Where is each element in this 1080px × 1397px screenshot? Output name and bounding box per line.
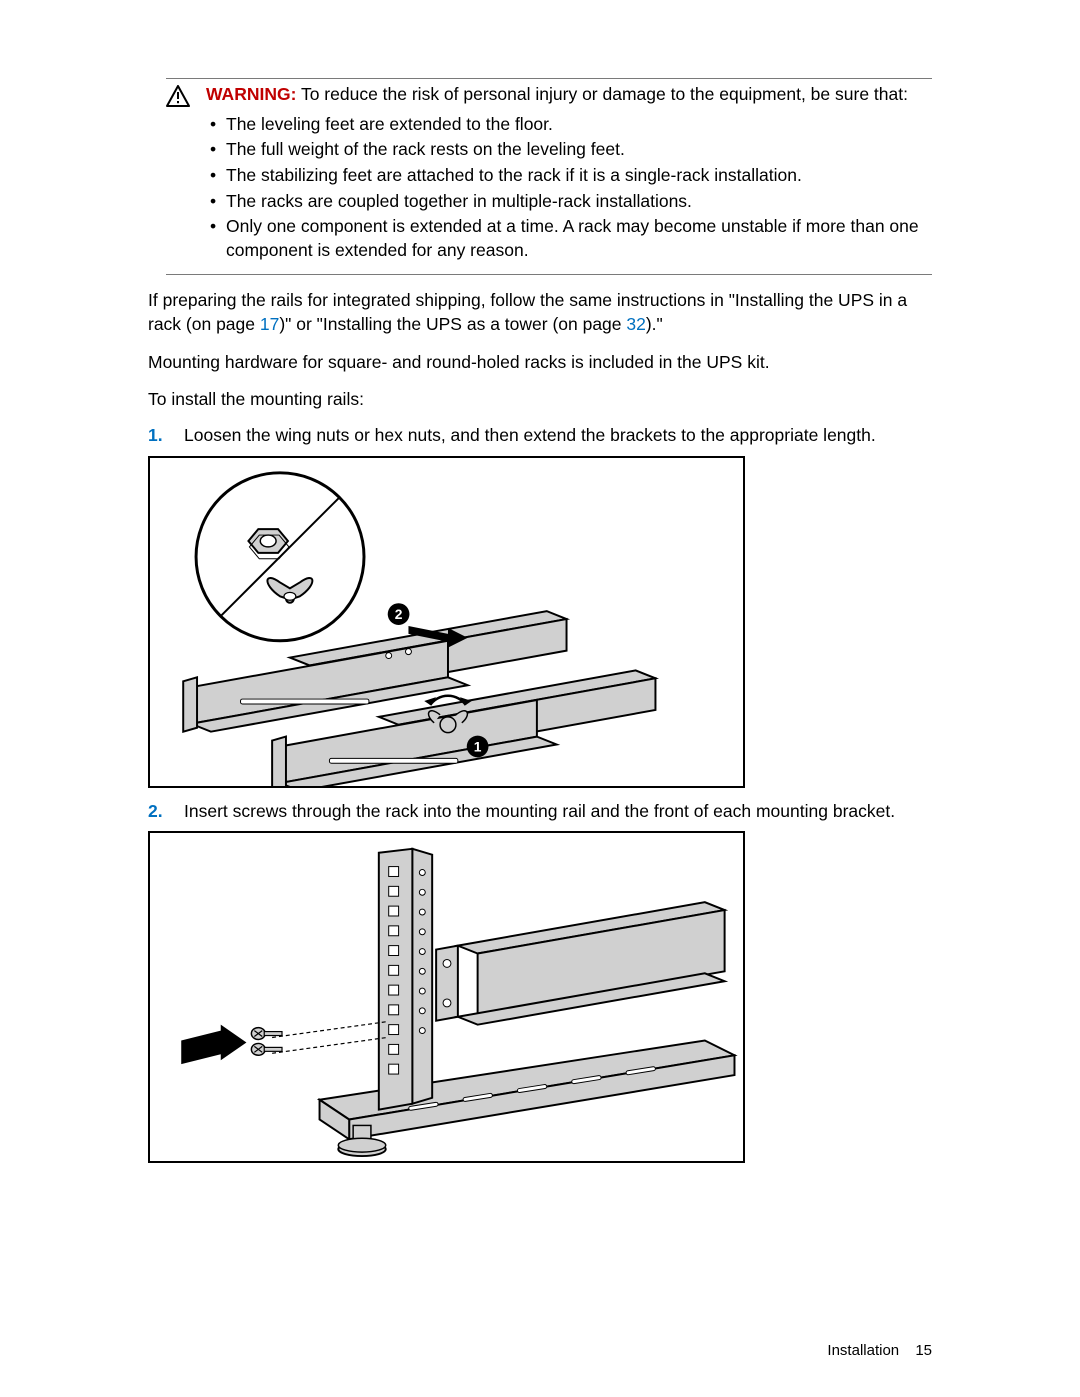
text: )." <box>646 314 663 334</box>
callout-badge-1: 1 <box>474 738 482 754</box>
warning-label: WARNING: <box>206 84 296 104</box>
step-text: Insert screws through the rack into the … <box>184 800 932 824</box>
figure-1: 2 1 <box>148 456 932 788</box>
warning-bullet: The stabilizing feet are attached to the… <box>206 164 932 188</box>
warning-bullets: The leveling feet are extended to the fl… <box>206 113 932 263</box>
page-footer: Installation 15 <box>827 1342 932 1359</box>
page-ref-link[interactable]: 32 <box>626 314 645 334</box>
step-text: Loosen the wing nuts or hex nuts, and th… <box>184 424 932 448</box>
warning-callout: WARNING: To reduce the risk of personal … <box>166 78 932 275</box>
warning-body: WARNING: To reduce the risk of personal … <box>206 83 932 264</box>
paragraph-hardware: Mounting hardware for square- and round-… <box>148 351 932 375</box>
figure-2-diagram <box>150 833 743 1161</box>
warning-icon <box>166 85 190 112</box>
step-2: 2. Insert screws through the rack into t… <box>148 800 932 824</box>
warning-bullet: The leveling feet are extended to the fl… <box>206 113 932 137</box>
warning-bullet: Only one component is extended at a time… <box>206 215 932 262</box>
footer-section: Installation <box>827 1342 899 1359</box>
page: WARNING: To reduce the risk of personal … <box>0 0 1080 1397</box>
paragraph-intro: To install the mounting rails: <box>148 388 932 412</box>
warning-bullet: The full weight of the rack rests on the… <box>206 138 932 162</box>
step-number: 1. <box>148 424 166 448</box>
step-1: 1. Loosen the wing nuts or hex nuts, and… <box>148 424 932 448</box>
figure-1-diagram: 2 1 <box>150 458 743 786</box>
text: )" or "Installing the UPS as a tower (on… <box>279 314 626 334</box>
footer-page-number: 15 <box>915 1342 932 1359</box>
step-number: 2. <box>148 800 166 824</box>
warning-bullet: The racks are coupled together in multip… <box>206 190 932 214</box>
callout-badge-2: 2 <box>395 606 403 622</box>
page-ref-link[interactable]: 17 <box>260 314 279 334</box>
paragraph-shipping: If preparing the rails for integrated sh… <box>148 289 932 336</box>
figure-2 <box>148 831 932 1163</box>
warning-intro: To reduce the risk of personal injury or… <box>301 84 908 104</box>
